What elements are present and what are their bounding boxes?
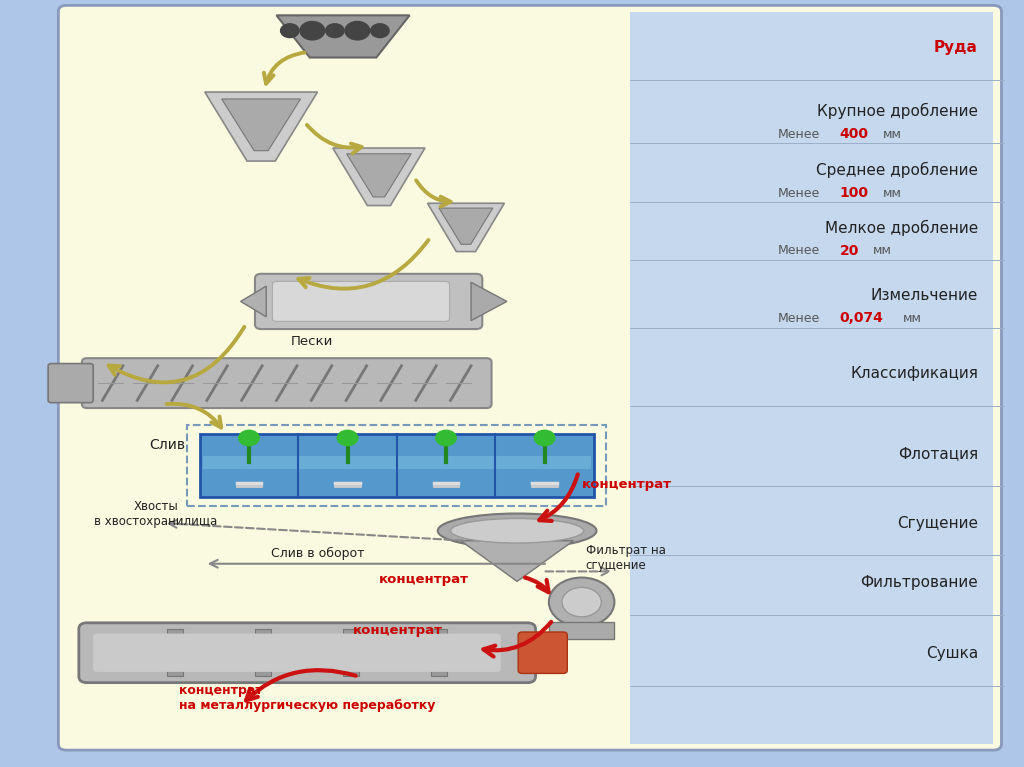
Polygon shape — [221, 99, 301, 150]
FancyBboxPatch shape — [82, 358, 492, 408]
Polygon shape — [241, 286, 266, 317]
Text: Крупное дробление: Крупное дробление — [817, 103, 978, 120]
FancyBboxPatch shape — [58, 5, 1001, 750]
Polygon shape — [439, 208, 493, 245]
Text: 100: 100 — [840, 186, 868, 200]
FancyBboxPatch shape — [255, 274, 482, 329]
Bar — [549, 622, 614, 639]
FancyBboxPatch shape — [93, 634, 501, 672]
Text: Слив в оборот: Слив в оборот — [270, 547, 365, 561]
Circle shape — [300, 21, 325, 40]
Text: Флотация: Флотация — [898, 446, 978, 462]
Text: Пески: Пески — [291, 335, 334, 347]
Circle shape — [337, 430, 357, 446]
Text: Среднее дробление: Среднее дробление — [816, 162, 978, 179]
Text: мм: мм — [883, 128, 902, 140]
Text: концентрат: концентрат — [353, 624, 443, 637]
Text: концентрат: концентрат — [379, 573, 469, 585]
Ellipse shape — [451, 518, 584, 543]
Text: Менее: Менее — [778, 187, 820, 199]
Text: концентрат: концентрат — [582, 479, 672, 491]
Circle shape — [535, 430, 555, 446]
Text: мм: мм — [872, 245, 892, 257]
Bar — [343, 629, 359, 676]
Text: Измельчение: Измельчение — [870, 288, 978, 303]
Text: Менее: Менее — [778, 128, 820, 140]
Text: мм: мм — [883, 187, 902, 199]
Bar — [630, 12, 993, 744]
Text: мм: мм — [903, 312, 923, 324]
Circle shape — [549, 578, 614, 627]
Bar — [187, 425, 606, 506]
Polygon shape — [428, 203, 504, 252]
Circle shape — [239, 430, 259, 446]
Polygon shape — [276, 15, 410, 58]
Polygon shape — [471, 282, 507, 321]
Text: Менее: Менее — [778, 245, 820, 257]
Text: 400: 400 — [840, 127, 868, 141]
FancyBboxPatch shape — [272, 281, 450, 321]
Polygon shape — [333, 148, 425, 206]
Text: Сушка: Сушка — [926, 646, 978, 661]
Text: Классификация: Классификация — [850, 366, 978, 381]
Circle shape — [326, 24, 344, 38]
Circle shape — [562, 588, 601, 617]
Bar — [255, 629, 271, 676]
Text: концентрат
на металлургическую переработку: концентрат на металлургическую переработ… — [179, 684, 435, 712]
FancyBboxPatch shape — [79, 623, 536, 683]
Text: 0,074: 0,074 — [840, 311, 884, 325]
Circle shape — [371, 24, 389, 38]
Circle shape — [281, 24, 299, 38]
Bar — [431, 629, 447, 676]
Text: Слив: Слив — [148, 438, 185, 452]
Ellipse shape — [438, 514, 596, 548]
Text: Руда: Руда — [934, 40, 978, 55]
FancyBboxPatch shape — [518, 632, 567, 673]
Text: Фильтрование: Фильтрование — [860, 575, 978, 591]
Bar — [203, 456, 591, 469]
Circle shape — [436, 430, 457, 446]
Circle shape — [345, 21, 370, 40]
Text: Фильтрат на
сгущение: Фильтрат на сгущение — [586, 544, 666, 571]
Text: Сгущение: Сгущение — [897, 515, 978, 531]
Bar — [200, 434, 594, 497]
Polygon shape — [346, 153, 411, 197]
Polygon shape — [461, 541, 573, 581]
Text: 20: 20 — [840, 244, 859, 258]
Text: Мелкое дробление: Мелкое дробление — [824, 219, 978, 236]
Bar — [167, 629, 183, 676]
Text: Хвосты
в хвостохранилища: Хвосты в хвостохранилища — [94, 500, 217, 528]
Polygon shape — [205, 92, 317, 161]
FancyBboxPatch shape — [48, 364, 93, 403]
Text: Менее: Менее — [778, 312, 820, 324]
